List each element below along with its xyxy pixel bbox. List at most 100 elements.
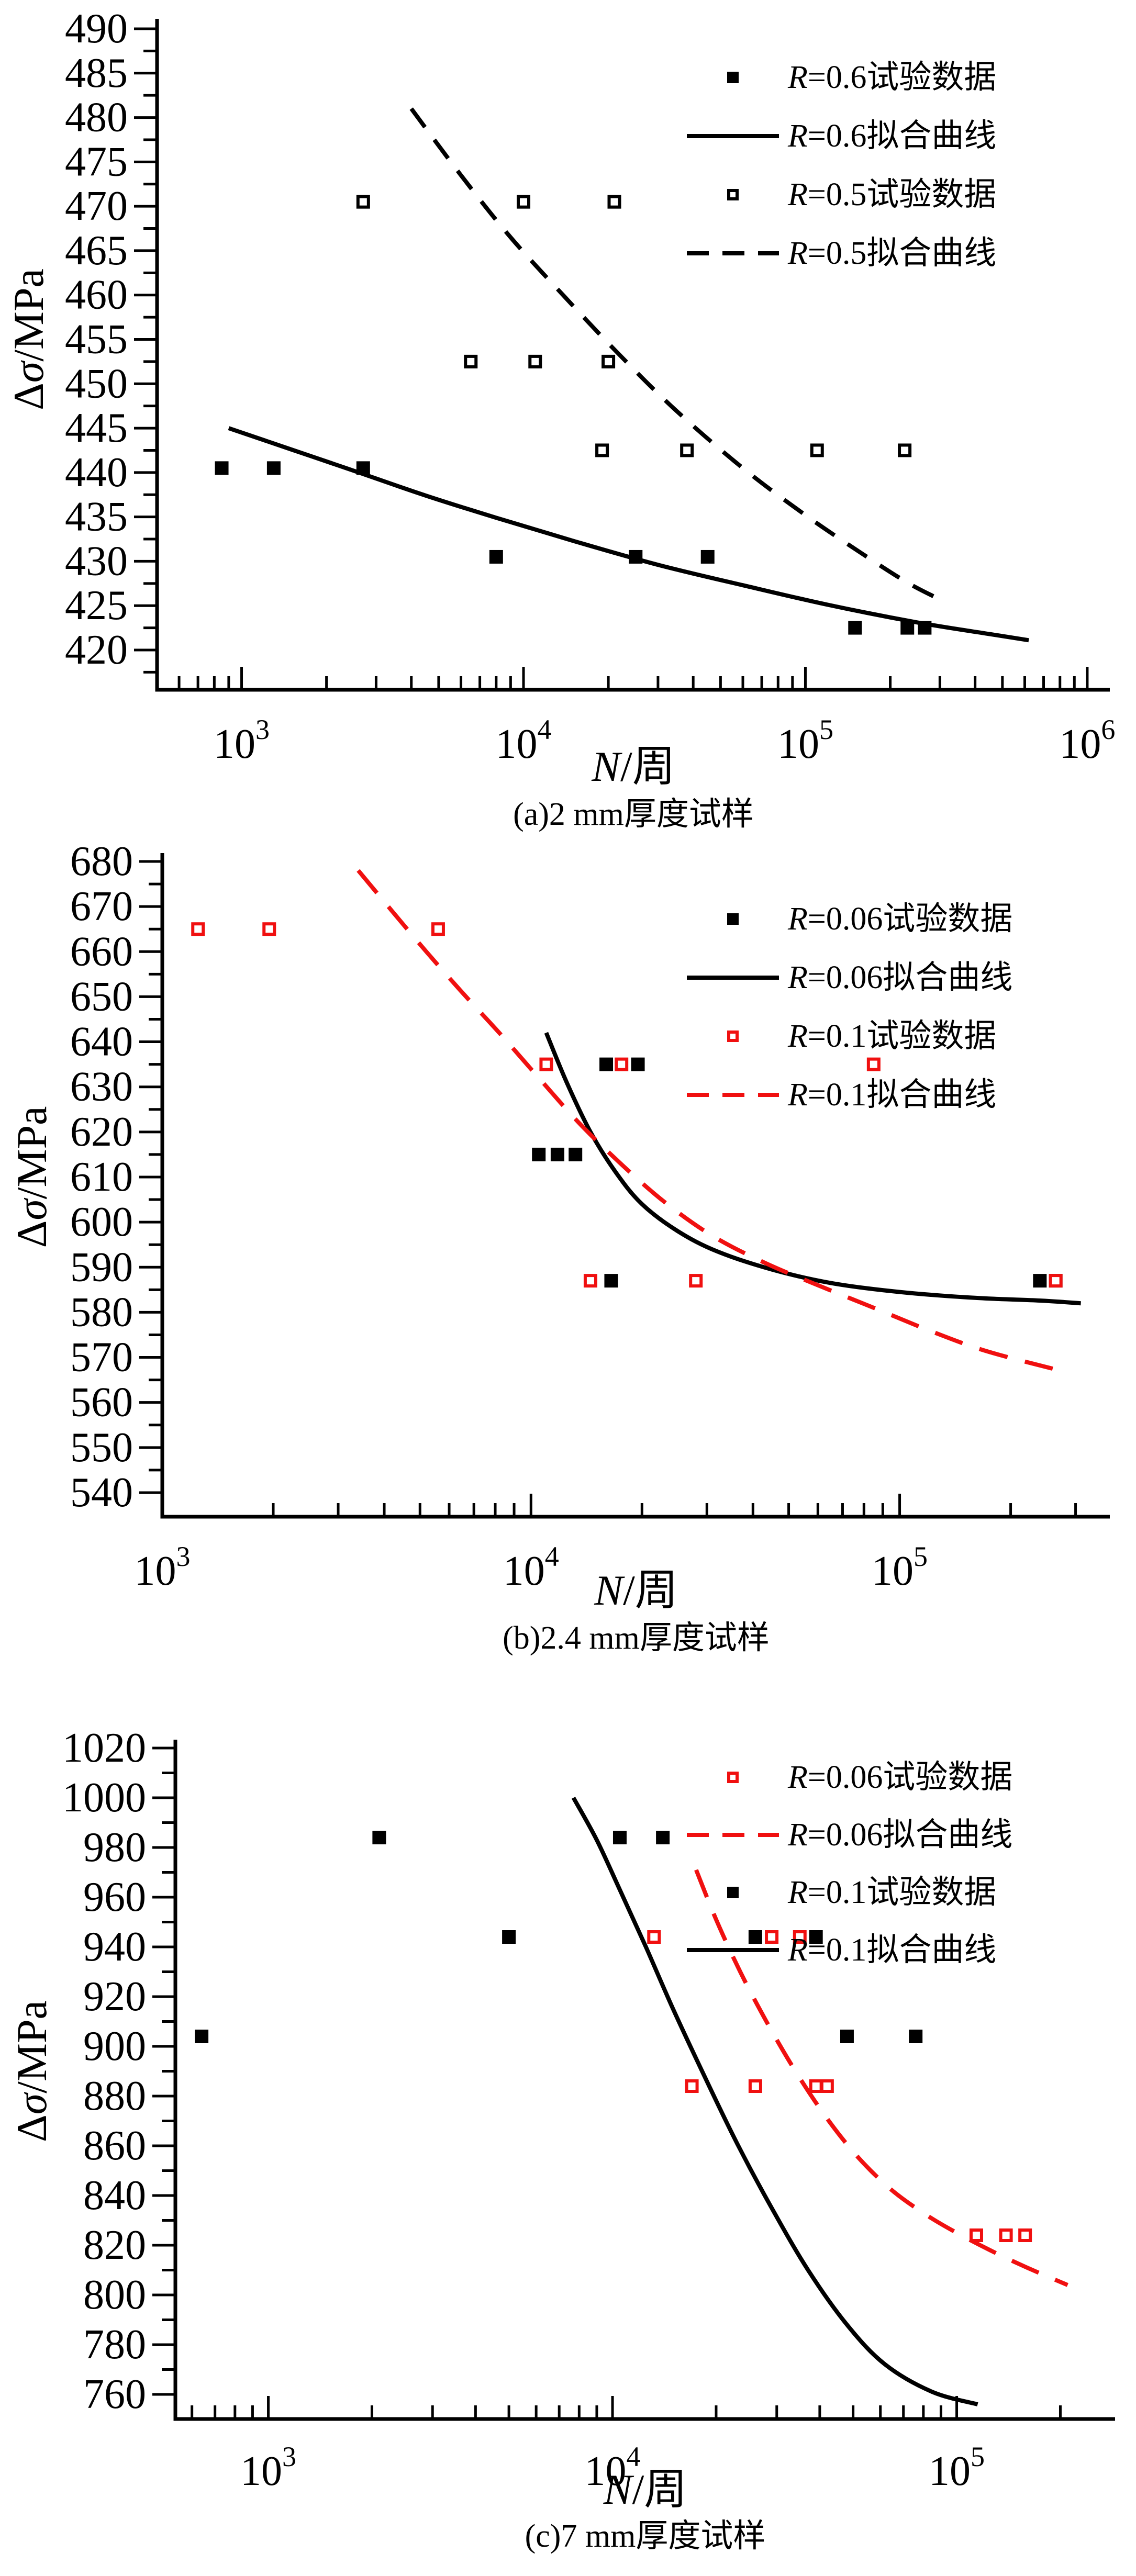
series-r01-data-b — [191, 922, 1063, 1288]
data-point-marker — [489, 550, 503, 564]
data-point-marker — [909, 2030, 923, 2043]
legend-label: R=0.06拟合曲线 — [787, 960, 1012, 995]
fit-curve-r06-fit-a — [228, 426, 1029, 643]
legend-label: R=0.06试验数据 — [787, 901, 1012, 937]
y-tick-label: 800 — [83, 2272, 146, 2318]
legend-label: R=0.1拟合曲线 — [787, 1077, 996, 1113]
y-tick-label: 840 — [83, 2172, 146, 2219]
data-point-marker — [765, 1930, 779, 1944]
y-tick-label: 450 — [65, 361, 128, 407]
data-point-marker — [748, 1930, 762, 1944]
x-tick-label: 104 — [496, 714, 552, 767]
legend-entry-r01-data: R=0.1试验数据 — [727, 1875, 996, 1910]
y-axis-label-b: Δσ/MPa — [8, 1106, 55, 1248]
legend-b: R=0.06试验数据 R=0.06拟合曲线 R=0.1试验数据 R=0.1拟合曲线 — [687, 901, 1012, 1113]
legend-label: R=0.06拟合曲线 — [787, 1817, 1012, 1853]
y-tick-label: 620 — [70, 1109, 133, 1155]
data-point-marker — [266, 461, 281, 475]
legend-open-square-icon — [727, 1031, 739, 1042]
y-axis-label-a: Δσ/MPa — [5, 268, 52, 410]
x-tick-label: 104 — [503, 1541, 559, 1594]
y-tick-label: 425 — [65, 583, 128, 629]
legend-label: R=0.6试验数据 — [787, 60, 996, 95]
y-tick-label: 640 — [70, 1019, 133, 1065]
data-point-marker — [656, 1831, 670, 1844]
data-point-marker — [810, 443, 824, 457]
y-tick-label: 880 — [83, 2073, 146, 2119]
chart-a: 4904854804754704654604554504454404354304… — [5, 6, 1115, 832]
y-tick-label: 430 — [65, 538, 128, 584]
y-tick-label: 980 — [83, 1824, 146, 1871]
legend-entry-r006-data: R=0.06试验数据 — [727, 901, 1012, 937]
y-tick-label: 650 — [70, 973, 133, 1020]
data-point-marker — [607, 195, 621, 209]
legend-entry-r05-fit: R=0.5拟合曲线 — [687, 236, 996, 271]
x-tick-label: 105 — [872, 1541, 928, 1594]
y-tick-label: 580 — [70, 1289, 133, 1335]
chart-caption-a: (a)2 mm厚度试样 — [513, 797, 754, 832]
legend-entry-r01-fit: R=0.1拟合曲线 — [687, 1932, 996, 1968]
y-ticks-c: 1020100098096094092090088086084082080078… — [62, 1725, 175, 2417]
data-point-marker — [602, 354, 616, 368]
data-point-marker — [569, 1147, 583, 1161]
y-tick-label: 630 — [70, 1064, 133, 1110]
y-tick-label: 760 — [83, 2371, 146, 2417]
data-point-marker — [898, 443, 912, 457]
data-point-marker — [1049, 1274, 1063, 1288]
y-tick-label: 465 — [65, 228, 128, 274]
y-axis-label-c: Δσ/MPa — [8, 2000, 55, 2142]
y-ticks-a: 4904854804754704654604554504454404354304… — [65, 6, 157, 674]
data-point-marker — [631, 1057, 645, 1071]
y-tick-label: 440 — [65, 450, 128, 496]
data-point-marker — [809, 1930, 823, 1944]
y-tick-label: 670 — [70, 883, 133, 929]
y-tick-label: 900 — [83, 2023, 146, 2069]
legend-label: R=0.06试验数据 — [787, 1760, 1012, 1795]
y-tick-label: 920 — [83, 1974, 146, 2020]
y-tick-label: 455 — [65, 316, 128, 362]
y-tick-label: 480 — [65, 95, 128, 141]
legend-label: R=0.1试验数据 — [787, 1018, 996, 1054]
data-point-marker — [583, 1274, 597, 1288]
data-point-marker — [615, 1057, 629, 1071]
data-point-marker — [356, 461, 370, 475]
legend-entry-r06-fit: R=0.6拟合曲线 — [687, 118, 996, 154]
chart-b: 6806706606506406306206106005905805705605… — [8, 838, 1110, 1656]
legend-entry-r01-fit: R=0.1拟合曲线 — [687, 1077, 996, 1113]
data-point-marker — [793, 1930, 807, 1944]
legend-filled-square-icon — [727, 1887, 739, 1898]
data-point-marker — [1033, 1274, 1047, 1288]
x-tick-label: 103 — [240, 2441, 296, 2494]
data-point-marker — [464, 354, 478, 368]
series-r05-data-a — [356, 195, 912, 457]
data-point-marker — [700, 550, 715, 564]
y-tick-label: 680 — [70, 838, 133, 884]
y-tick-label: 860 — [83, 2123, 146, 2169]
data-point-marker — [689, 1274, 703, 1288]
y-tick-label: 445 — [65, 405, 128, 451]
legend-entry-r006-fit: R=0.06拟合曲线 — [687, 960, 1012, 995]
x-tick-label: 106 — [1059, 714, 1115, 767]
data-point-marker — [612, 1831, 627, 1844]
y-ticks-b: 6806706606506406306206106005905805705605… — [70, 838, 162, 1516]
fit-curve-r006-fit-c — [694, 1869, 1068, 2287]
y-tick-label: 485 — [65, 50, 128, 96]
x-tick-label: 104 — [585, 2441, 641, 2494]
legend-entry-r01-data: R=0.1试验数据 — [727, 1018, 996, 1054]
legend-label: R=0.5拟合曲线 — [787, 236, 996, 271]
data-point-marker — [356, 195, 370, 209]
data-point-marker — [685, 2079, 699, 2093]
y-tick-label: 660 — [70, 928, 133, 975]
chart-caption-c: (c)7 mm厚度试样 — [525, 2518, 766, 2554]
y-tick-label: 540 — [70, 1470, 133, 1516]
data-point-marker — [918, 621, 932, 635]
data-point-marker — [820, 2079, 834, 2093]
legend-label: R=0.1拟合曲线 — [787, 1932, 996, 1968]
x-tick-label: 105 — [929, 2441, 985, 2494]
legend-entry-r06-data: R=0.6试验数据 — [727, 60, 996, 95]
x-tick-label: 103 — [214, 714, 270, 767]
legend-c: R=0.06试验数据 R=0.06拟合曲线 R=0.1试验数据 R=0.1拟合曲线 — [687, 1760, 1012, 1968]
data-point-marker — [539, 1057, 553, 1071]
